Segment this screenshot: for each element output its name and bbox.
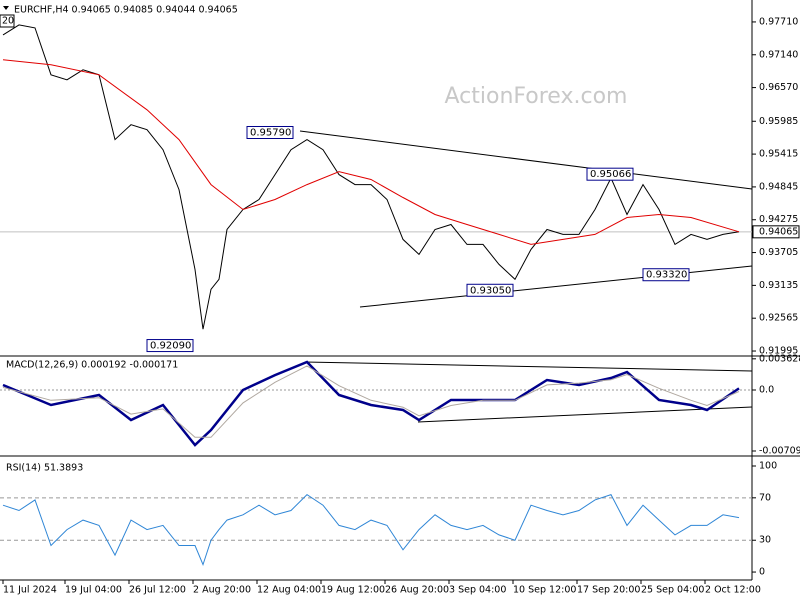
annotation-box bbox=[146, 339, 194, 353]
chart-title: EURCHF,H4 0.94065 0.94085 0.94044 0.9406… bbox=[14, 5, 238, 16]
annotation-label: 0.93050 bbox=[470, 285, 511, 296]
series-line bbox=[2, 365, 740, 438]
y-tick-label: 0.95415 bbox=[759, 149, 798, 160]
y-tick-label: 30 bbox=[759, 535, 771, 546]
y-tick-label: 0.003628 bbox=[759, 353, 800, 364]
x-tick-label: 3 Sep 04:00 bbox=[449, 585, 506, 596]
x-tick-label: 2 Oct 12:00 bbox=[705, 585, 761, 596]
y-tick-label: 0.95985 bbox=[759, 116, 798, 127]
menu-arrow bbox=[3, 6, 9, 10]
y-tick-label: 0.92565 bbox=[759, 313, 798, 324]
annotation-box bbox=[466, 283, 514, 297]
annotation-box bbox=[246, 125, 294, 139]
series-line bbox=[2, 493, 740, 567]
trendline bbox=[304, 361, 753, 372]
x-tick-label: 10 Sep 12:00 bbox=[513, 585, 576, 596]
y-tick-label: 0.97140 bbox=[759, 49, 798, 60]
x-tick-label: 2 Aug 20:00 bbox=[193, 585, 251, 596]
x-tick-label: 26 Aug 20:00 bbox=[385, 585, 449, 596]
corner-label: 20 bbox=[2, 16, 14, 27]
current-price-box bbox=[752, 225, 800, 239]
macd-title: MACD(12,26,9) 0.000192 -0.000171 bbox=[6, 360, 178, 371]
y-tick-label: 0.94275 bbox=[759, 214, 798, 225]
x-tick-label: 12 Aug 04:00 bbox=[257, 585, 321, 596]
annotation-box bbox=[642, 268, 690, 282]
trendline bbox=[299, 130, 753, 190]
series-line bbox=[2, 360, 740, 447]
y-tick-label: 0.0 bbox=[759, 385, 774, 396]
rsi-title: RSI(14) 51.3893 bbox=[6, 463, 83, 474]
y-tick-label: 70 bbox=[759, 492, 771, 503]
y-tick-label: 0.94845 bbox=[759, 181, 798, 192]
series-line bbox=[2, 59, 740, 245]
x-tick-label: 26 Jul 12:00 bbox=[129, 585, 186, 596]
x-tick-label: 25 Sep 04:00 bbox=[641, 585, 704, 596]
y-tick-label: 0.97710 bbox=[759, 16, 798, 27]
annotation-label: 0.95790 bbox=[250, 127, 291, 138]
y-tick-label: 100 bbox=[759, 461, 777, 472]
trendline bbox=[417, 406, 753, 423]
annotation-box bbox=[586, 167, 634, 181]
annotation-label: 0.95066 bbox=[590, 169, 631, 180]
y-tick-label: 0.93705 bbox=[759, 247, 798, 258]
corner-box bbox=[0, 14, 15, 28]
x-tick-label: 19 Jul 04:00 bbox=[65, 585, 122, 596]
watermark: ActionForex.com bbox=[445, 84, 628, 109]
y-tick-label: 0.93135 bbox=[759, 280, 798, 291]
annotation-label: 0.93320 bbox=[646, 270, 687, 281]
x-tick-label: 19 Aug 12:00 bbox=[321, 585, 385, 596]
y-tick-label: 0 bbox=[759, 567, 765, 578]
y-tick-label: -0.007093 bbox=[759, 445, 800, 456]
x-tick-label: 11 Jul 2024 bbox=[3, 585, 57, 596]
x-tick-label: 17 Sep 20:00 bbox=[577, 585, 640, 596]
y-tick-label: 0.96570 bbox=[759, 82, 798, 93]
annotation-label: 0.92090 bbox=[150, 341, 191, 352]
y-tick-label: 0.91995 bbox=[759, 346, 798, 357]
current-price-label: 0.94065 bbox=[759, 226, 798, 237]
